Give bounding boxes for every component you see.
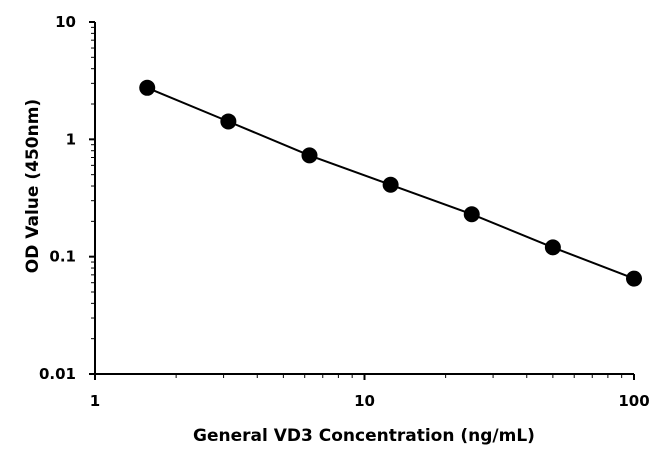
data-point	[626, 270, 642, 287]
y-tick-label: 1	[66, 130, 76, 148]
y-tick-label: 0.1	[49, 248, 76, 266]
data-point	[544, 239, 561, 256]
x-tick-label: 1	[90, 392, 100, 410]
data-point	[301, 147, 318, 164]
x-tick-label: 10	[354, 392, 375, 410]
x-axis-title: General VD3 Concentration (ng/mL)	[193, 426, 535, 446]
y-tick-label: 10	[55, 13, 76, 31]
data-point	[463, 206, 480, 223]
data-point	[220, 113, 237, 130]
y-axis-title: OD Value (450nm)	[23, 99, 43, 273]
series	[139, 79, 642, 287]
y-tick-label: 0.01	[39, 365, 76, 383]
data-point	[382, 176, 399, 193]
x-tick-label: 100	[618, 392, 649, 410]
data-point	[139, 79, 156, 96]
ticks: 0.01 0.1 1 10 1 10 100	[39, 13, 650, 410]
axes	[94, 22, 634, 375]
